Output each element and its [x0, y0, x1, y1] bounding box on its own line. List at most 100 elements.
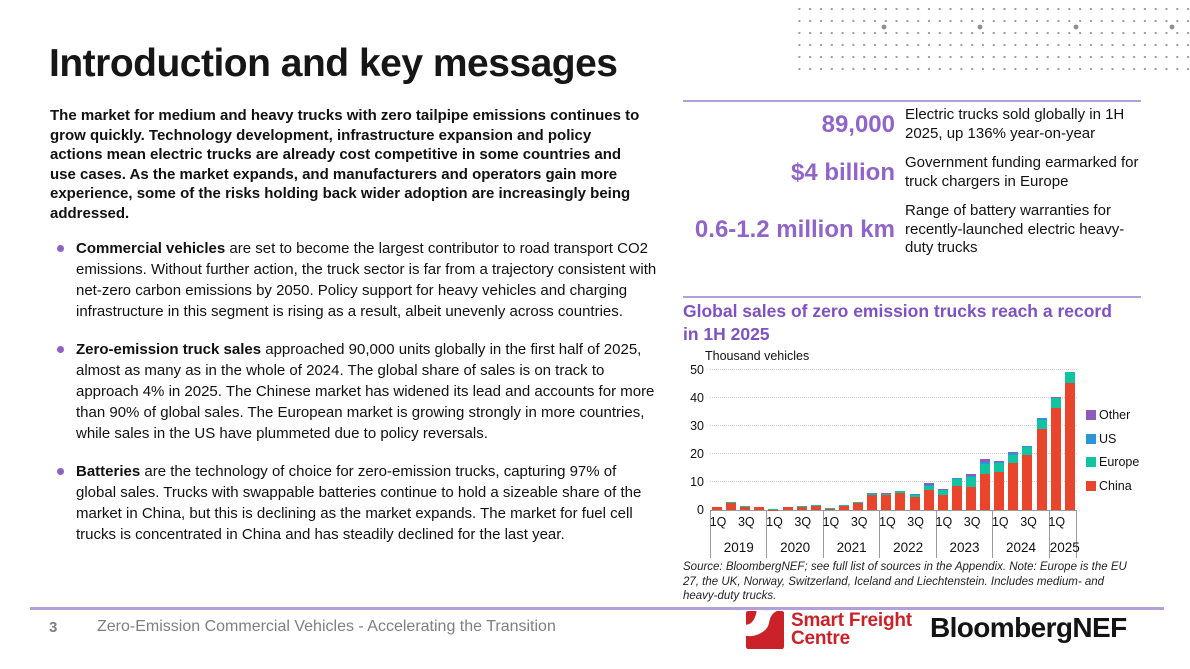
chart-legend: Other US Europe China [1086, 408, 1139, 502]
bar-segment-europe [867, 493, 878, 496]
bar-segment-other [937, 489, 948, 490]
bar-segment-china [980, 474, 991, 510]
legend-item-other: Other [1086, 408, 1139, 422]
bar-segment-us [1022, 446, 1033, 448]
bar-segment-europe [726, 502, 737, 503]
stacked-bar [951, 477, 962, 510]
divider [683, 296, 1141, 298]
x-tick-label-quarter: 1Q [991, 515, 1009, 529]
bar-slot [893, 370, 907, 510]
bar-series [710, 370, 1077, 510]
x-tick-label-year: 2021 [836, 540, 867, 555]
chart-x-axis: 1Q 3Q 2019 1Q 3Q 2020 1Q 3Q 2021 1Q 3Q 2022 1Q 3Q 2023… [710, 511, 1080, 558]
x-axis-year-group: 1Q 2025 [1048, 511, 1080, 558]
x-tick-label-quarter: 1Q [879, 515, 896, 529]
bar-segment-china [796, 506, 807, 510]
bar-segment-europe [782, 506, 793, 508]
bar-slot [908, 370, 922, 510]
smart-freight-centre-icon [746, 611, 784, 649]
stacked-bar [994, 461, 1005, 510]
bar-segment-china [712, 506, 723, 510]
bar-slot [766, 370, 780, 510]
bar-slot [823, 370, 837, 510]
stacked-bar [754, 506, 765, 510]
stacked-bar [796, 506, 807, 510]
legend-label: Other [1099, 408, 1131, 422]
bar-segment-other [980, 459, 991, 462]
bar-segment-china [1036, 429, 1047, 510]
stacked-bar [712, 506, 723, 510]
stat-description: Range of battery warranties for recently… [905, 202, 1125, 256]
stacked-bar [740, 506, 751, 510]
bar-segment-china [754, 507, 765, 510]
bar-segment-us [923, 485, 934, 486]
stat-value: $4 billion [790, 159, 895, 186]
bar-segment-us [966, 475, 977, 477]
bar-segment-china [937, 494, 948, 510]
y-tick-label: 20 [690, 447, 704, 461]
x-tick-label-year: 2020 [780, 540, 811, 555]
bar-slot [1063, 370, 1077, 510]
y-tick-label: 50 [690, 363, 704, 377]
stacked-bar [937, 489, 948, 510]
bar-segment-europe [951, 479, 962, 487]
legend-swatch-icon [1086, 433, 1096, 444]
bar-segment-china [867, 495, 878, 510]
bar-slot [809, 370, 823, 510]
bar-segment-us [951, 478, 962, 480]
bar-slot [978, 370, 992, 510]
legend-swatch-icon [1086, 480, 1096, 491]
bar-segment-china [782, 507, 793, 510]
bar-segment-us [1008, 453, 1019, 455]
legend-item-china: China [1086, 479, 1139, 493]
bullet-text: are set to become the largest contributo… [76, 240, 657, 320]
stacked-bar [1008, 451, 1019, 510]
bar-segment-china [810, 505, 821, 510]
stacked-bar [980, 459, 991, 510]
bullet-icon [57, 245, 64, 252]
bar-segment-europe [1036, 419, 1047, 430]
bar-segment-china [726, 503, 737, 510]
x-tick-label-year: 2019 [723, 540, 754, 555]
bar-slot [710, 370, 724, 510]
x-axis-year-group: 1Q 3Q 2020 [766, 511, 822, 558]
bar-segment-other [951, 477, 962, 479]
x-tick-label-year: 2025 [1049, 540, 1080, 555]
bar-segment-europe [909, 494, 920, 497]
footer-divider [30, 607, 1164, 610]
stacked-bar [726, 502, 737, 510]
bar-segment-europe [1050, 398, 1061, 409]
bar-segment-other [966, 474, 977, 476]
x-tick-label-quarter: 3Q [737, 515, 755, 529]
bar-segment-other [994, 461, 1005, 463]
legend-swatch-icon [1086, 457, 1096, 467]
bullet-lead: Batteries [76, 463, 141, 480]
chart-title: Global sales of zero emission trucks rea… [683, 301, 1112, 344]
x-tick-label-year: 2022 [893, 540, 924, 555]
logo-text-line: Smart Freight [791, 610, 912, 631]
bar-segment-europe [740, 506, 751, 507]
bar-segment-china [740, 506, 751, 510]
bar-slot [1035, 370, 1049, 510]
x-tick-label-quarter: 1Q [766, 515, 783, 529]
bar-segment-europe [994, 462, 1005, 472]
bar-segment-europe [1064, 372, 1075, 383]
x-tick-label-quarter: 3Q [850, 515, 868, 529]
bar-segment-europe [754, 506, 765, 508]
bar-slot [950, 370, 964, 510]
stacked-bar [923, 483, 934, 510]
bar-segment-china [909, 496, 920, 510]
bar-slot [879, 370, 893, 510]
stacked-bar [909, 494, 920, 510]
bar-segment-europe [966, 476, 977, 488]
bar-segment-europe [839, 504, 850, 506]
stat-row: 0.6-1.2 million km Range of battery warr… [683, 202, 1141, 258]
bar-segment-china [853, 502, 864, 510]
bar-slot [936, 370, 950, 510]
bar-segment-china [1050, 408, 1061, 510]
bar-segment-china [881, 495, 892, 510]
bar-slot [724, 370, 738, 510]
bar-segment-china [966, 487, 977, 510]
bar-slot [922, 370, 936, 510]
